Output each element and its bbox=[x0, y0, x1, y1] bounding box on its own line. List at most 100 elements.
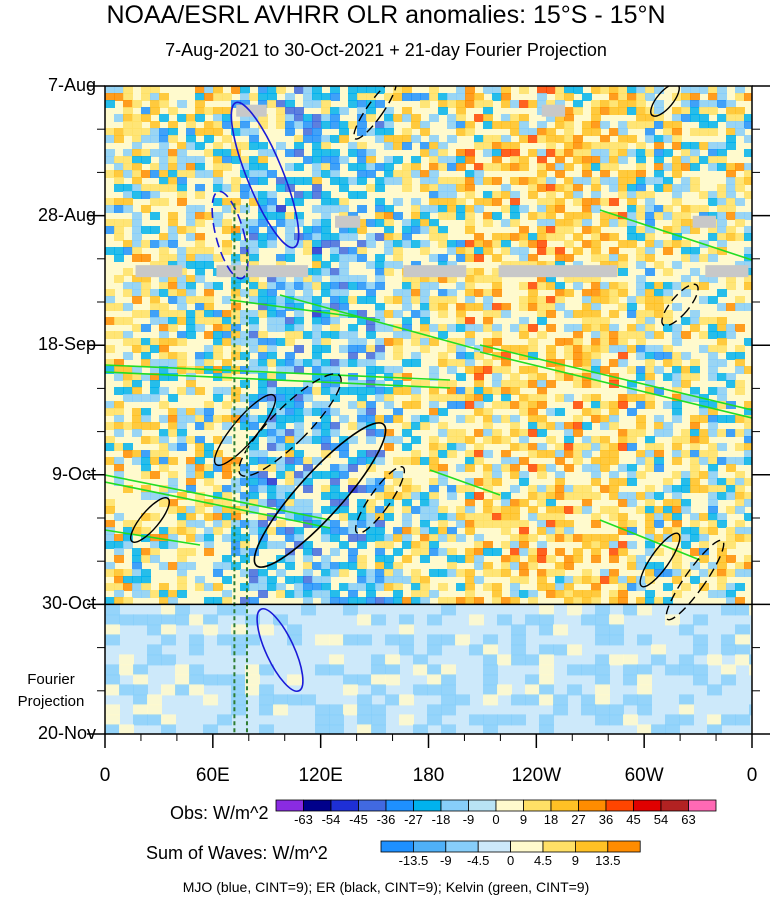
field-cell bbox=[672, 387, 682, 395]
field-cell bbox=[744, 415, 752, 423]
colorbars bbox=[275, 799, 717, 853]
field-cell bbox=[690, 443, 700, 451]
field-cell bbox=[564, 240, 574, 248]
field-cell bbox=[510, 415, 520, 423]
field-cell bbox=[159, 583, 169, 591]
field-cell bbox=[240, 478, 250, 486]
field-cell bbox=[726, 331, 736, 339]
field-cell bbox=[537, 331, 547, 339]
field-cell bbox=[204, 478, 214, 486]
field-cell bbox=[123, 240, 133, 248]
field-cell bbox=[150, 93, 160, 101]
field-cell bbox=[726, 170, 736, 178]
field-cell bbox=[609, 107, 619, 115]
field-cell bbox=[303, 86, 313, 94]
field-cell bbox=[645, 219, 655, 227]
field-cell bbox=[267, 436, 277, 444]
field-cell bbox=[177, 191, 187, 199]
field-cell bbox=[537, 429, 547, 437]
field-cell bbox=[213, 338, 223, 346]
field-cell bbox=[249, 226, 259, 234]
obs-colorbar-swatch bbox=[440, 799, 469, 812]
field-cell bbox=[420, 303, 430, 311]
projection-cell bbox=[427, 664, 442, 676]
field-cell bbox=[627, 541, 637, 549]
field-cell bbox=[510, 485, 520, 493]
field-cell bbox=[699, 429, 709, 437]
field-cell bbox=[636, 415, 646, 423]
field-cell bbox=[591, 464, 601, 472]
field-cell bbox=[339, 233, 349, 241]
field-cell bbox=[474, 597, 484, 605]
field-cell bbox=[627, 527, 637, 535]
er-contour bbox=[661, 283, 699, 327]
field-cell bbox=[132, 254, 142, 262]
field-cell bbox=[312, 387, 322, 395]
field-cell bbox=[636, 177, 646, 185]
field-cell bbox=[114, 590, 124, 598]
field-cell bbox=[384, 338, 394, 346]
field-cell bbox=[258, 310, 268, 318]
field-cell bbox=[141, 191, 151, 199]
field-cell bbox=[537, 296, 547, 304]
field-cell bbox=[276, 394, 286, 402]
projection-cell bbox=[749, 654, 752, 666]
field-cell bbox=[636, 93, 646, 101]
field-cell bbox=[501, 247, 511, 255]
field-cell bbox=[456, 212, 466, 220]
field-cell bbox=[744, 282, 752, 290]
field-cell bbox=[420, 247, 430, 255]
field-cell bbox=[465, 191, 475, 199]
field-cell bbox=[312, 422, 322, 430]
field-cell bbox=[276, 429, 286, 437]
field-cell bbox=[321, 380, 331, 388]
field-cell bbox=[447, 527, 457, 535]
field-cell bbox=[501, 240, 511, 248]
field-cell bbox=[411, 310, 421, 318]
field-cell bbox=[429, 198, 439, 206]
field-cell bbox=[528, 443, 538, 451]
field-cell bbox=[708, 100, 718, 108]
field-cell bbox=[591, 156, 601, 164]
field-cell bbox=[456, 205, 466, 213]
field-cell bbox=[303, 590, 313, 598]
field-cell bbox=[159, 338, 169, 346]
field-cell bbox=[627, 520, 637, 528]
field-cell bbox=[564, 464, 574, 472]
projection-cell bbox=[665, 614, 680, 626]
field-cell bbox=[465, 184, 475, 192]
field-cell bbox=[501, 149, 511, 157]
field-cell bbox=[618, 548, 628, 556]
field-cell bbox=[528, 184, 538, 192]
field-cell bbox=[483, 562, 493, 570]
field-cell bbox=[204, 345, 214, 353]
projection-cell bbox=[483, 654, 498, 666]
field-cell bbox=[114, 583, 124, 591]
field-cell bbox=[654, 296, 664, 304]
field-cell bbox=[357, 534, 367, 542]
field-cell bbox=[258, 233, 268, 241]
field-cell bbox=[510, 429, 520, 437]
field-cell bbox=[690, 415, 700, 423]
projection-cell bbox=[483, 714, 498, 726]
field-cell bbox=[258, 583, 268, 591]
field-cell bbox=[501, 380, 511, 388]
field-cell bbox=[231, 352, 241, 360]
field-cell bbox=[555, 247, 565, 255]
field-cell bbox=[366, 527, 376, 535]
field-cell bbox=[321, 142, 331, 150]
field-cell bbox=[555, 261, 565, 269]
field-cell bbox=[591, 471, 601, 479]
field-cell bbox=[645, 114, 655, 122]
projection-cell bbox=[539, 654, 554, 666]
field-cell bbox=[465, 499, 475, 507]
field-cell bbox=[222, 107, 232, 115]
field-cell bbox=[357, 107, 367, 115]
field-cell bbox=[105, 128, 115, 136]
field-cell bbox=[447, 205, 457, 213]
field-cell bbox=[294, 275, 304, 283]
field-cell bbox=[375, 492, 385, 500]
field-cell bbox=[294, 408, 304, 416]
field-cell bbox=[258, 205, 268, 213]
